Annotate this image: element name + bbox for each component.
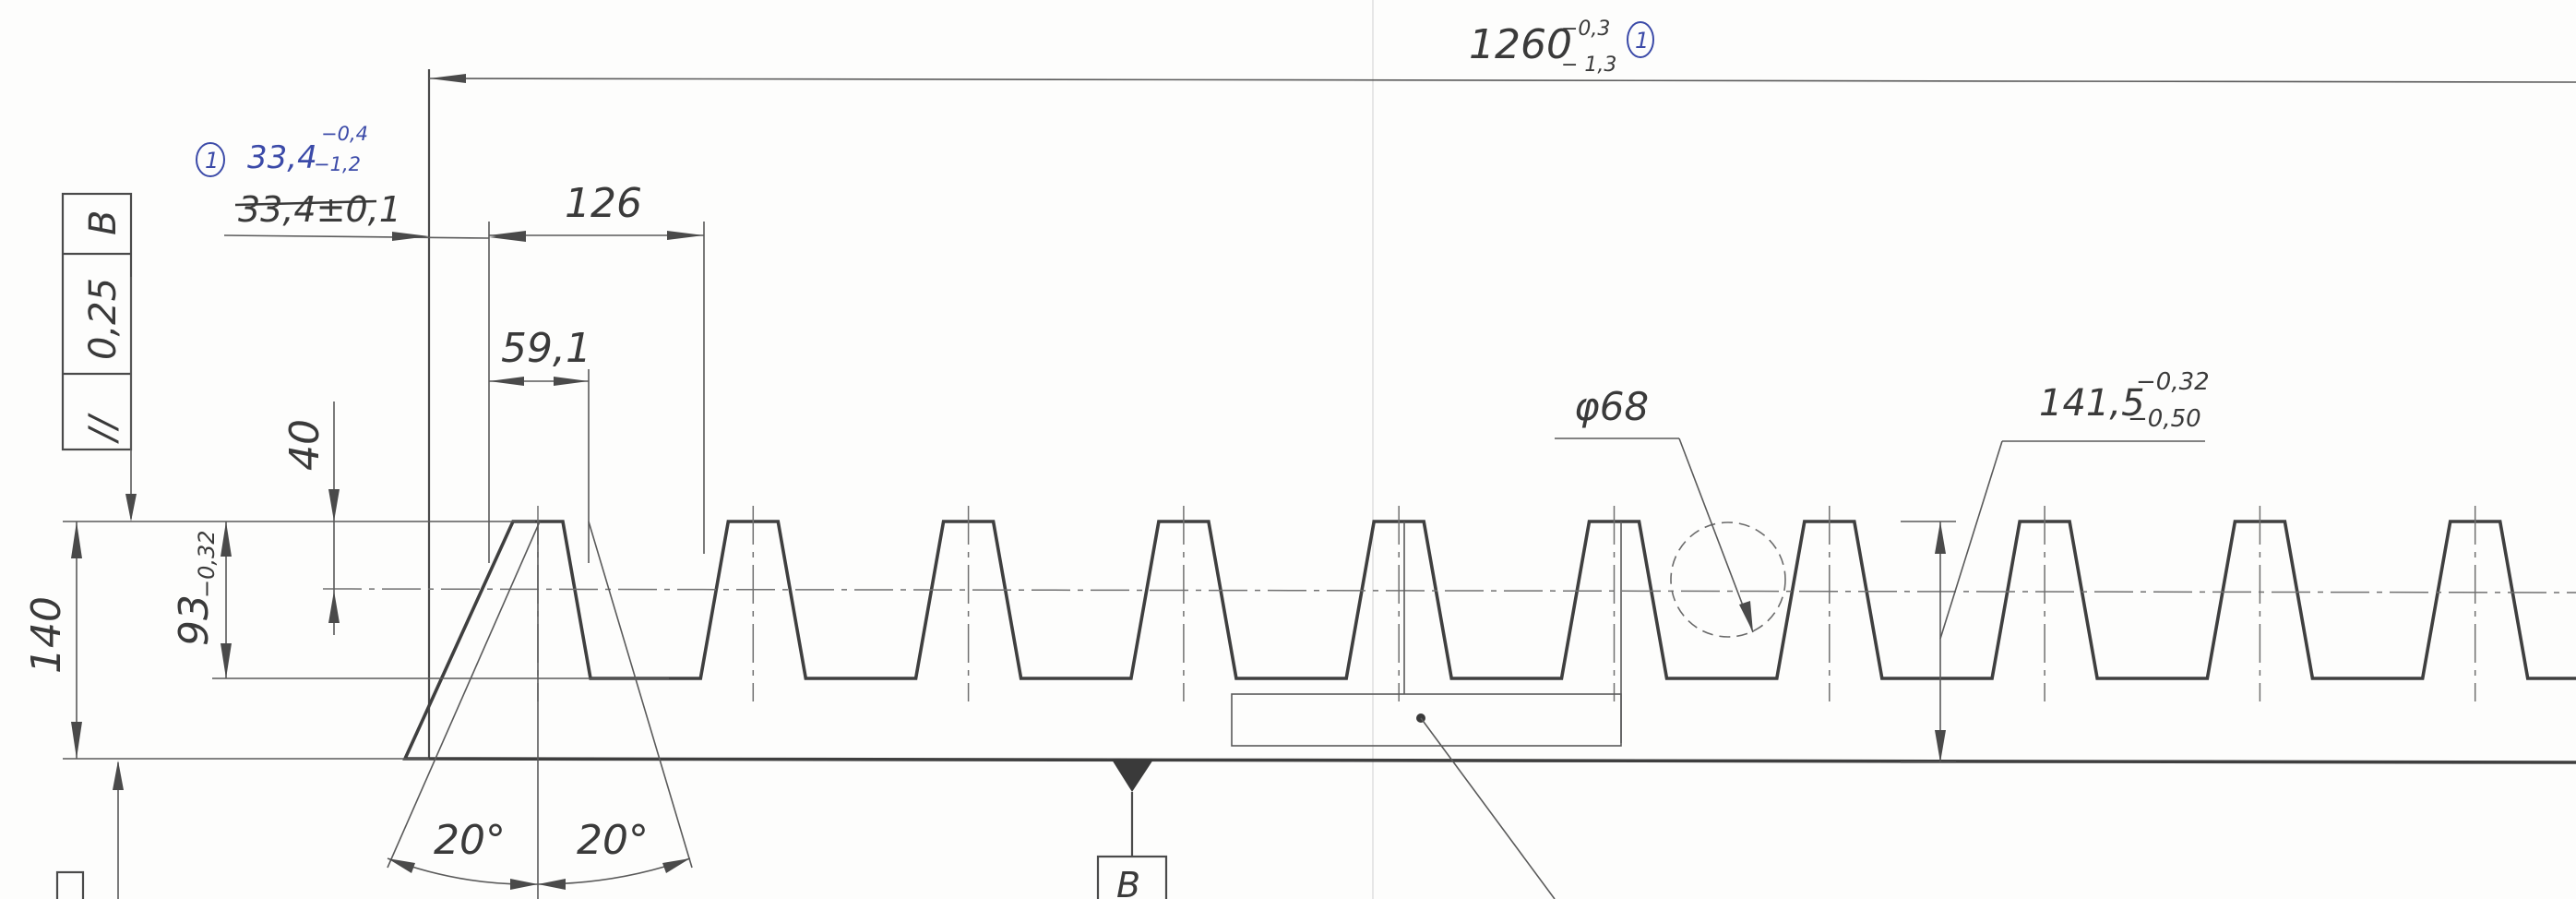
measurement-lower-tol: −0,50 [2128, 405, 2201, 433]
circle-callout: φ68 [1555, 384, 1786, 638]
datum-label: B [1116, 865, 1140, 899]
dimension-tooth-top: 59,1 [489, 325, 591, 386]
frame-symbol: // [82, 413, 125, 444]
rack-bottom-edge [428, 757, 2576, 764]
offset-old-value: 33,4±0,1 [238, 189, 401, 230]
circle-diameter-value: φ68 [1574, 384, 1649, 429]
frame-datum: B [82, 210, 125, 235]
rack-body [322, 69, 2576, 764]
dimension-first-tooth-offset: 1 33,4 −0,4 −1,2 33,4±0,1 [196, 123, 526, 242]
note-leader [1231, 521, 1622, 899]
pitch-centerline [322, 588, 2576, 593]
tooth-height-tol: −0,32 [194, 530, 220, 598]
pitch-line-depth-value: 40 [281, 419, 328, 471]
dimension-pitch-line-depth: 40 [281, 402, 340, 635]
overall-length-lower-tol: − 1,3 [1561, 54, 1616, 77]
flank-angle-left: 20° [434, 817, 506, 864]
frame-tolerance: 0,25 [82, 278, 125, 360]
measurement-value: 141,5 [2039, 382, 2145, 425]
extension-lines [63, 222, 1956, 763]
offset-revision-mark: 1 [205, 148, 219, 174]
datum-marker: B [1096, 760, 1168, 899]
dimension-measurement: 141,5 −0,32 −0,50 [1935, 368, 2210, 762]
offset-new-upper-tol: −0,4 [321, 123, 368, 145]
parallelism-tolerance-frame: B 0,25 // [55, 192, 137, 899]
offset-strikethrough [234, 199, 377, 207]
dimension-overall-length: 1260 −0,3 − 1,3 1 [428, 18, 2576, 83]
offset-new-lower-tol: −1,2 [314, 153, 361, 175]
offset-new-value: 33,4 [247, 139, 317, 176]
flank-angle-right: 20° [577, 817, 649, 864]
dimension-tooth-height: 93 −0,32 [171, 521, 232, 678]
measurement-upper-tol: −0,32 [2136, 368, 2210, 396]
dimension-rack-height: 140 [23, 521, 82, 759]
tooth-axes [537, 506, 2476, 701]
dimension-pitch: 126 [489, 180, 704, 240]
pitch-value: 126 [565, 180, 642, 227]
overall-length-upper-tol: −0,3 [1561, 18, 1610, 41]
overall-length-value: 1260 [1469, 21, 1572, 68]
tooth-top-value: 59,1 [501, 325, 591, 372]
rack-height-value: 140 [23, 596, 70, 674]
tooth-profile [402, 520, 2576, 761]
overall-length-revision-mark: 1 [1635, 28, 1649, 54]
flank-angles: 20° 20° [387, 521, 693, 899]
tooth-height-value: 93 [171, 594, 218, 646]
